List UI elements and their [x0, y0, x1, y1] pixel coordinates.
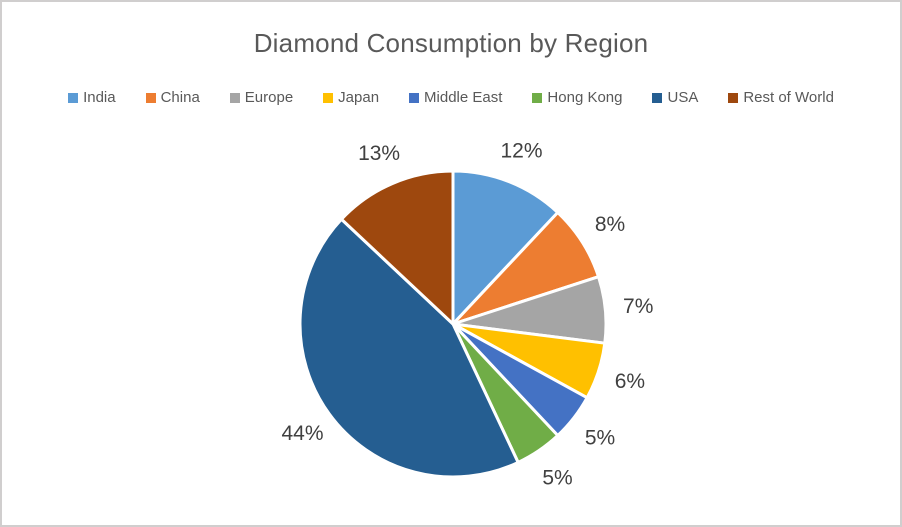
legend-label-europe: Europe	[244, 89, 294, 106]
legend-label-rest-of-world: Rest of World	[743, 89, 834, 106]
legend-marker-india	[68, 92, 79, 103]
legend-item-middle-east[interactable]: Middle East	[409, 89, 502, 106]
legend-item-europe[interactable]: Europe	[229, 89, 294, 106]
data-label-middle-east: 5%	[585, 427, 615, 450]
legend-item-usa[interactable]: USA	[652, 89, 698, 106]
legend-marker-china	[145, 92, 156, 103]
chart-legend: India China Europe Japan Middle East Hong Kon…	[2, 89, 900, 106]
data-label-europe: 7%	[623, 295, 653, 318]
legend-item-japan[interactable]: Japan	[323, 89, 379, 106]
pie-slice-rest-of-world[interactable]	[339, 169, 455, 326]
legend-marker-usa	[652, 92, 663, 103]
legend-label-hong-kong: Hong Kong	[547, 89, 623, 106]
data-label-hong-kong: 5%	[542, 466, 572, 489]
legend-label-usa: USA	[667, 89, 699, 106]
data-label-india: 12%	[500, 140, 542, 163]
legend-label-japan: Japan	[338, 89, 380, 106]
legend-item-china[interactable]: China	[145, 89, 200, 106]
legend-label-china: China	[160, 89, 200, 106]
legend-item-india[interactable]: India	[68, 89, 116, 106]
legend-marker-rest-of-world	[728, 92, 739, 103]
data-label-rest-of-world: 13%	[358, 142, 400, 165]
legend-marker-hong-kong	[532, 92, 543, 103]
legend-item-hong-kong[interactable]: Hong Kong	[532, 89, 622, 106]
data-label-japan: 6%	[615, 370, 645, 393]
legend-marker-europe	[229, 92, 240, 103]
data-label-usa: 44%	[281, 422, 323, 445]
legend-item-rest-of-world[interactable]: Rest of World	[728, 89, 834, 106]
legend-label-middle-east: Middle East	[424, 89, 503, 106]
legend-label-india: India	[83, 89, 116, 106]
legend-marker-middle-east	[409, 92, 420, 103]
pie-slice-usa[interactable]	[298, 217, 520, 479]
chart-title: Diamond Consumption by Region	[253, 28, 649, 58]
data-label-china: 8%	[595, 213, 625, 236]
pie-slice-india[interactable]	[451, 169, 560, 326]
legend-marker-japan	[323, 92, 334, 103]
